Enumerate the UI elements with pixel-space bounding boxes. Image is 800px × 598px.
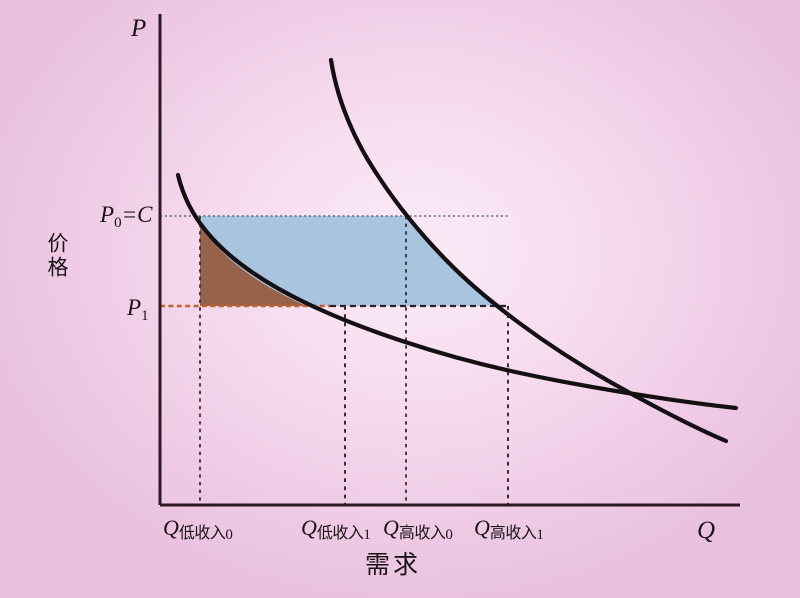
price-level-P0-subscript: 0 xyxy=(114,215,122,231)
x-axis-variable-label: Q xyxy=(697,517,716,544)
q-low-0-index: 0 xyxy=(225,527,233,543)
q-low-0-group: 低收入 xyxy=(178,523,226,542)
price-level-P0-base: P xyxy=(100,202,115,227)
curve-demand-high-income xyxy=(328,57,729,444)
q-high-0-group: 高收入 xyxy=(398,523,446,542)
q-low-1-group: 低收入 xyxy=(316,523,364,542)
curve-demand-low-income xyxy=(175,172,739,411)
q-high-0-base: Q xyxy=(383,515,399,540)
price-level-P0-suffix: =C xyxy=(121,202,153,227)
region-surplus-low-income-fill xyxy=(193,216,320,306)
x-tick-label-q-low-1: Q低收入1 xyxy=(301,515,371,543)
q-low-1-base: Q xyxy=(301,515,317,540)
q-high-1-index: 1 xyxy=(536,527,544,543)
y-axis-title: 价格 xyxy=(45,232,69,280)
x-axis-title: 需求 xyxy=(365,550,422,579)
price-level-label-P1: P1 xyxy=(127,295,149,324)
q-low-1-index: 1 xyxy=(363,527,371,543)
x-tick-label-q-high-0: Q高收入0 xyxy=(383,515,453,543)
price-level-P1-base: P xyxy=(127,295,142,320)
q-high-0-index: 0 xyxy=(445,527,453,543)
price-level-P1-subscript: 1 xyxy=(141,308,149,324)
x-tick-label-q-low-0: Q低收入0 xyxy=(163,515,233,543)
q-low-0-base: Q xyxy=(163,515,179,540)
q-high-1-group: 高收入 xyxy=(489,523,537,542)
y-axis-variable-label: P xyxy=(131,15,147,42)
q-high-1-base: Q xyxy=(474,515,490,540)
x-tick-label-q-high-1: Q高收入1 xyxy=(474,515,544,543)
price-level-label-P0: P0=C xyxy=(100,202,153,231)
